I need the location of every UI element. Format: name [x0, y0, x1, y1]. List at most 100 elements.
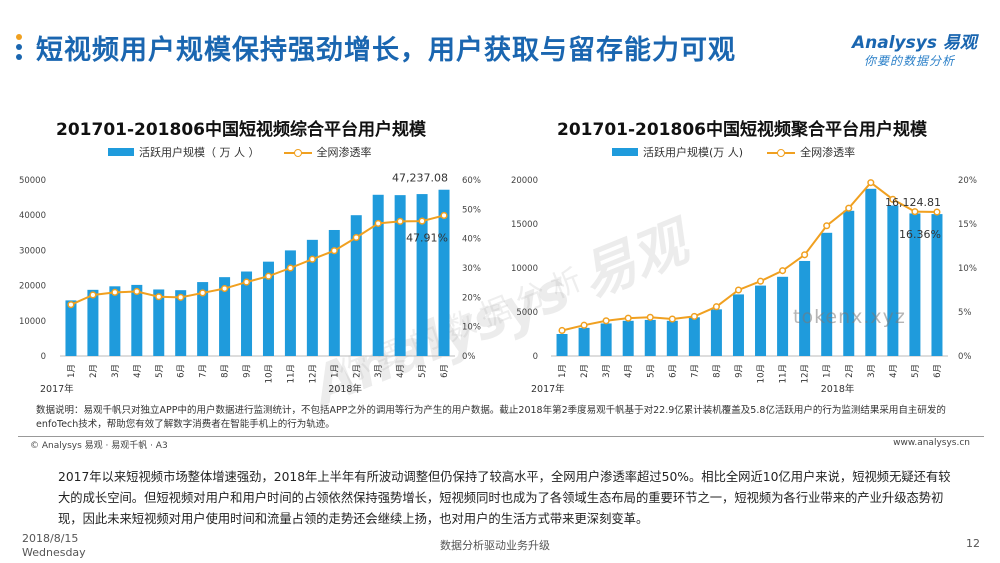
deco-dot-blue [16, 44, 22, 50]
chart-1-line-point [89, 291, 97, 299]
legend-line-swatch [767, 148, 796, 157]
chart-2-y-right-tick-label: 15% [958, 220, 977, 230]
chart-2-line-point [624, 314, 632, 322]
chart-1-line-point [352, 233, 360, 242]
chart-1-legend: 活跃用户规模（ 万 人 ） 全网渗透率 [108, 144, 372, 160]
page-number: 12 [966, 537, 980, 550]
chart-2-x-tick-label: 4月 [889, 364, 899, 378]
chart-2-bar [644, 319, 656, 356]
chart-2-x-tick-label: 5月 [911, 364, 921, 378]
chart-2-line-point [734, 286, 743, 294]
chart-2-y-right-tick-label: 10% [958, 264, 977, 274]
chart-1-x-tick-label: 7月 [199, 364, 209, 378]
chart-1-x-tick-label: 5月 [418, 364, 428, 378]
legend-bar-swatch [108, 148, 134, 156]
chart-2-line-point [668, 315, 676, 323]
chart-1-y-left-tick-label: 40000 [19, 211, 46, 221]
chart-2-x-tick-label: 6月 [933, 364, 943, 378]
chart-2-line-point [867, 179, 875, 187]
chart-1-x-tick-label: 6月 [440, 364, 450, 378]
chart-1-y-right-tick-label: 60% [462, 176, 481, 186]
data-note: 数据说明：易观千帆只对独立APP中的用户数据进行监测统计，不包括APP之外的调用… [36, 405, 946, 430]
chart-2-bar [556, 334, 568, 356]
chart-2-x-tick-label: 2月 [845, 364, 855, 378]
chart-1-x-tick-label: 8月 [221, 364, 231, 378]
chart-1-bar [87, 289, 99, 356]
chart-1-y-left-tick-label: 0 [41, 352, 46, 362]
chart-2-bar [622, 320, 634, 356]
slide-weekday: Wednesday [22, 546, 86, 559]
chart-2-title: 201701-201806中国短视频聚合平台用户规模 [557, 120, 927, 140]
chart-1-y-left-tick-label: 30000 [19, 246, 46, 256]
chart-1-x-tick-label: 3月 [111, 364, 121, 378]
chart-1-line-point [286, 264, 294, 272]
chart-1-line-point [396, 217, 404, 225]
chart-1-bar [219, 277, 231, 356]
chart-2-bar [821, 232, 833, 356]
chart-1-legend-line-label: 全网渗透率 [316, 146, 372, 159]
chart-2-line-point [779, 267, 787, 275]
chart-1-line-point [221, 284, 229, 293]
chart-2-year-label-2018: 2018年 [821, 383, 855, 395]
chart-2-x-tick-label: 6月 [668, 364, 678, 378]
chart-2-x-tick-label: 9月 [734, 364, 744, 378]
chart-1-y-left-tick-label: 50000 [19, 176, 46, 186]
chart-1-y-right-tick-label: 50% [462, 205, 481, 215]
chart-1-line-point [67, 301, 75, 309]
chart-2-y-left-tick-label: 10000 [511, 264, 538, 274]
chart-2-bar [732, 294, 744, 356]
chart-2-legend-line-label: 全网渗透率 [800, 146, 856, 159]
chart-1-x-tick-label: 3月 [374, 364, 384, 378]
chart-1-year-label-2017: 2017年 [40, 383, 74, 395]
legend-line-swatch [283, 148, 312, 157]
chart-1-bar [372, 194, 384, 356]
chart-2-y-right-tick-label: 20% [958, 176, 977, 186]
chart-1-bar [350, 215, 362, 356]
chart-2-bar [865, 188, 877, 356]
chart-2-line-point [712, 303, 720, 311]
slide-date: 2018/8/15 [22, 532, 79, 545]
chart-1-line-point [374, 219, 382, 227]
chart-1-y-right-tick-label: 40% [462, 235, 481, 245]
chart-1-line-point [133, 287, 141, 296]
chart-2-line-point [580, 321, 588, 329]
chart-1-y-right-tick-label: 30% [462, 264, 481, 274]
footer-copyright: © Analysys 易观 · 易观千帆 · A3 [30, 441, 168, 451]
chart-1-line-point [440, 211, 448, 220]
chart-2-line-point [690, 312, 698, 320]
chart-1-x-tick-label: 10月 [264, 364, 274, 383]
chart-2-x-tick-label: 7月 [690, 364, 700, 378]
legend-bar-swatch [612, 148, 638, 156]
chart-1-bar [328, 229, 340, 356]
chart-2-x-tick-label: 4月 [624, 364, 634, 378]
chart-1-last-line-value-label: 47.91% [406, 231, 448, 244]
chart-1-bar [153, 289, 165, 356]
chart-2-bar [710, 309, 722, 356]
chart-2-bar [755, 285, 767, 356]
chart-1-y-left-tick-label: 10000 [19, 317, 46, 327]
chart-2-legend-bar-label: 活跃用户规模(万 人) [643, 146, 744, 159]
chart-2-bar [600, 323, 612, 356]
footer-website: www.analysys.cn [893, 438, 970, 448]
chart-1-bar [197, 282, 209, 356]
chart-2-year-label-2017: 2017年 [531, 383, 565, 395]
chart-2-line-point [558, 326, 566, 335]
chart-2-x-tick-label: 8月 [712, 364, 722, 378]
chart-1-line-point [177, 293, 185, 301]
chart-1-line-point [242, 278, 251, 286]
chart-1-y-right-tick-label: 0% [462, 352, 476, 362]
chart-1-last-bar-value-label: 47,237.08 [392, 172, 448, 185]
chart-1-bar [394, 195, 406, 356]
chart-1-x-tick-label: 5月 [155, 364, 165, 378]
chart-1-x-tick-label: 4月 [396, 364, 406, 378]
chart-2-x-tick-label: 12月 [801, 364, 811, 383]
chart-2-line-point [823, 222, 831, 230]
chart-2-y-right-tick-label: 0% [958, 352, 972, 362]
chart-1-x-tick-label: 2月 [89, 364, 99, 378]
logo-brand: Analysys 易观 [852, 33, 977, 53]
analysys-logo: Analysys 易观 你要的数据分析 [852, 28, 982, 76]
chart-2-bar [666, 320, 678, 356]
chart-1-line-point [330, 247, 338, 255]
page-title: 短视频用户规模保持强劲增长，用户获取与留存能力可观 [36, 35, 736, 66]
chart-1-y-right-tick-label: 20% [462, 293, 481, 303]
